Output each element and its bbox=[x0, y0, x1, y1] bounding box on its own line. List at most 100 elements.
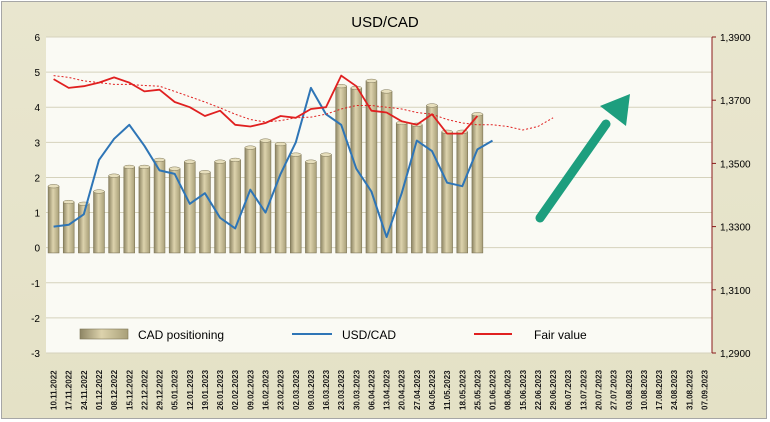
cad-positioning-bar-top bbox=[138, 164, 151, 169]
line-series bbox=[53, 74, 554, 239]
cad-positioning-bar bbox=[259, 140, 272, 254]
cad-positioning-bar bbox=[108, 175, 120, 254]
y-left-tick-label: 1 bbox=[34, 209, 40, 220]
x-tick-label: 06.04.2023 bbox=[367, 369, 376, 410]
cad-positioning-bar bbox=[365, 80, 378, 254]
cad-positioning-bar-top bbox=[153, 157, 166, 162]
x-tick-label: 16.02.2023 bbox=[261, 369, 270, 410]
x-tick-label: 08.06.2023 bbox=[504, 369, 513, 410]
cad-positioning-bar bbox=[320, 154, 332, 254]
x-tick-label: 09.02.2023 bbox=[246, 369, 255, 410]
y-left-tick-label: 2 bbox=[34, 173, 40, 184]
x-tick-label: 17.08.2023 bbox=[655, 369, 664, 410]
y-left-tick-label: 5 bbox=[34, 68, 40, 79]
cad-positioning-bar bbox=[471, 113, 484, 254]
legend: CAD positioning USD/CAD Fair value bbox=[79, 328, 587, 342]
x-tick-label: 01.06.2023 bbox=[489, 369, 498, 410]
x-tick-label: 29.06.2023 bbox=[549, 369, 558, 410]
cad-positioning-bar bbox=[426, 105, 438, 254]
x-tick-label: 31.08.2023 bbox=[685, 369, 694, 410]
x-tick-label: 13.07.2023 bbox=[579, 369, 588, 410]
cad-positioning-bar bbox=[229, 159, 241, 254]
x-tick-label: 29.12.2022 bbox=[156, 369, 165, 410]
cad-positioning-bar bbox=[47, 185, 60, 254]
cad-positioning-bar bbox=[456, 131, 468, 254]
x-tick-label: 27.07.2023 bbox=[610, 369, 619, 410]
x-tick-label: 20.07.2023 bbox=[594, 369, 603, 410]
x-tick-label: 15.12.2022 bbox=[125, 369, 134, 410]
legend-label-cad-positioning: CAD positioning bbox=[138, 328, 224, 342]
x-tick-label: 30.03.2023 bbox=[352, 369, 361, 410]
cad-positioning-bar-top bbox=[184, 159, 196, 164]
x-tick-label: 05.01.2023 bbox=[171, 369, 180, 410]
x-tick-label: 18.05.2023 bbox=[458, 369, 467, 410]
cad-positioning-bar-top bbox=[108, 173, 120, 178]
cad-positioning-bar bbox=[335, 85, 347, 254]
cad-positioning-bar-top bbox=[305, 159, 317, 164]
cad-positioning-bar-top bbox=[365, 78, 378, 83]
trend-arrow bbox=[535, 94, 630, 223]
y-left-tick-label: 0 bbox=[34, 244, 40, 255]
cad-positioning-bar bbox=[123, 166, 135, 254]
x-tick-label: 10.11.2022 bbox=[50, 370, 59, 410]
cad-positioning-bar bbox=[199, 171, 211, 254]
cad-positioning-bar-top bbox=[274, 142, 287, 147]
x-tick-label: 17.11.2022 bbox=[65, 370, 74, 410]
cad-positioning-bar-top bbox=[168, 166, 181, 171]
cad-positioning-bar bbox=[184, 161, 196, 254]
x-tick-label: 20.04.2023 bbox=[398, 369, 407, 410]
cad-positioning-bar bbox=[441, 131, 453, 254]
cad-positioning-bar-top bbox=[259, 138, 272, 143]
x-tick-label: 03.08.2023 bbox=[625, 369, 634, 410]
x-tick-label: 06.07.2023 bbox=[564, 369, 573, 410]
y-left-tick-label: -2 bbox=[31, 314, 40, 325]
x-tick-label: 09.03.2023 bbox=[307, 369, 316, 410]
cad-positioning-bar-top bbox=[123, 164, 135, 169]
cad-positioning-bar-top bbox=[47, 184, 60, 189]
cad-positioning-bar-top bbox=[380, 89, 393, 94]
fair-value-trend-line bbox=[53, 75, 554, 131]
x-tick-label: 11.05.2023 bbox=[443, 370, 452, 410]
fair-value-line bbox=[53, 74, 479, 135]
cad-positioning-bar bbox=[305, 161, 317, 254]
y-left-tick-label: -1 bbox=[31, 279, 40, 290]
legend-label-fair-value: Fair value bbox=[534, 328, 587, 342]
x-tick-label: 19.01.2023 bbox=[201, 369, 210, 410]
y-left-tick-label: 4 bbox=[34, 103, 40, 114]
x-tick-label: 24.08.2023 bbox=[670, 369, 679, 410]
x-tick-label: 08.12.2022 bbox=[110, 369, 119, 410]
cad-positioning-bar bbox=[93, 191, 105, 254]
x-tick-label: 26.01.2023 bbox=[216, 369, 225, 410]
cad-positioning-bar-top bbox=[199, 170, 211, 175]
cad-positioning-bar-top bbox=[471, 112, 484, 117]
x-tick-label: 25.05.2023 bbox=[473, 369, 482, 410]
cad-positioning-bar bbox=[138, 166, 151, 254]
cad-positioning-bar bbox=[153, 159, 166, 254]
cad-positioning-bar-top bbox=[214, 159, 226, 164]
y-right-tick-label: 1,3500 bbox=[720, 159, 751, 170]
cad-positioning-bar-top bbox=[290, 152, 302, 157]
legend-label-usdcad: USD/CAD bbox=[342, 328, 396, 342]
x-tick-label: 27.04.2023 bbox=[413, 369, 422, 410]
cad-positioning-bar bbox=[395, 122, 408, 254]
y-right-tick-label: 1,3100 bbox=[720, 286, 751, 297]
y-right-tick-label: 1,2900 bbox=[720, 349, 751, 360]
x-tick-label: 24.11.2022 bbox=[80, 370, 89, 410]
cad-positioning-bar-top bbox=[63, 199, 75, 205]
cad-positioning-bar-top bbox=[426, 103, 438, 108]
y-right-tick-label: 1,3700 bbox=[720, 96, 751, 107]
x-tick-label: 01.12.2022 bbox=[95, 369, 104, 410]
cad-positioning-bar-top bbox=[229, 157, 241, 162]
y-right-tick-label: 1,3300 bbox=[720, 223, 751, 234]
x-tick-label: 10.08.2023 bbox=[640, 369, 649, 410]
legend-swatch-cad-positioning bbox=[79, 328, 129, 340]
cad-positioning-bar bbox=[62, 201, 75, 254]
x-tick-label: 02.03.2023 bbox=[292, 369, 301, 410]
y-left-tick-label: 3 bbox=[34, 138, 40, 149]
cad-positioning-bar bbox=[274, 143, 287, 254]
x-tick-label: 04.05.2023 bbox=[428, 369, 437, 410]
gridlines bbox=[46, 36, 712, 354]
x-tick-label: 23.03.2023 bbox=[337, 369, 346, 410]
